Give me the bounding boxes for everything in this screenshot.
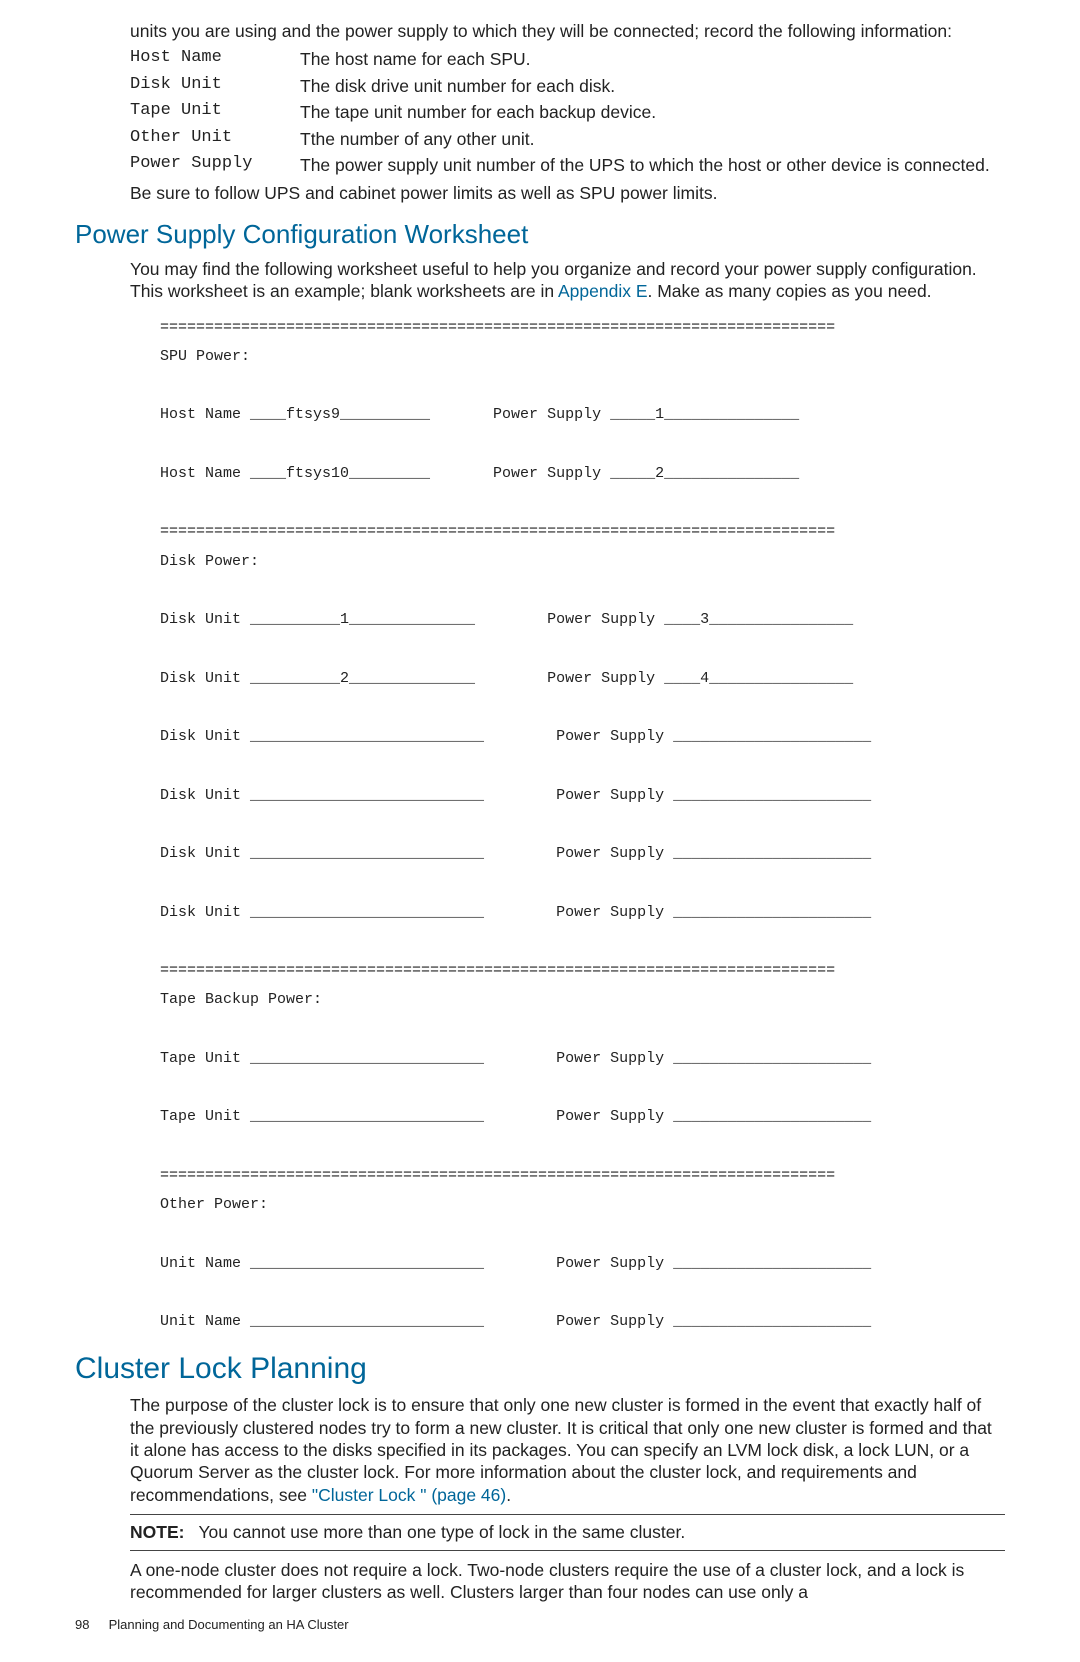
def-row: Host Name The host name for each SPU. — [130, 48, 1005, 70]
def-term-disk-unit: Disk Unit — [130, 75, 300, 97]
cluster-para: The purpose of the cluster lock is to en… — [130, 1394, 1005, 1506]
cluster-tail: A one-node cluster does not require a lo… — [130, 1559, 1005, 1604]
note-text: You cannot use more than one type of loc… — [198, 1522, 685, 1542]
worksheet-intro: You may find the following worksheet use… — [130, 258, 1005, 303]
note-block: NOTE: You cannot use more than one type o… — [130, 1514, 1005, 1550]
heading-worksheet: Power Supply Configuration Worksheet — [75, 219, 1005, 250]
note-label: NOTE: — [130, 1522, 184, 1542]
worksheet-preformatted: ========================================… — [160, 313, 1005, 1337]
def-row: Tape Unit The tape unit number for each … — [130, 101, 1005, 123]
def-desc-power-supply: The power supply unit number of the UPS … — [300, 154, 990, 176]
def-desc-host-name: The host name for each SPU. — [300, 48, 531, 70]
def-term-power-supply: Power Supply — [130, 154, 300, 176]
def-term-tape-unit: Tape Unit — [130, 101, 300, 123]
intro-closing: Be sure to follow UPS and cabinet power … — [130, 182, 1005, 204]
intro-lead: units you are using and the power supply… — [130, 20, 1005, 42]
appendix-link[interactable]: Appendix E — [558, 281, 648, 301]
def-desc-disk-unit: The disk drive unit number for each disk… — [300, 75, 615, 97]
footer-title: Planning and Documenting an HA Cluster — [109, 1617, 349, 1632]
def-term-host-name: Host Name — [130, 48, 300, 70]
cluster-lock-link[interactable]: "Cluster Lock " (page 46) — [312, 1485, 506, 1505]
worksheet-para-after: . Make as many copies as you need. — [648, 281, 932, 301]
def-row: Other Unit Tthe number of any other unit… — [130, 128, 1005, 150]
heading-cluster-lock: Cluster Lock Planning — [75, 1352, 1005, 1386]
def-row: Disk Unit The disk drive unit number for… — [130, 75, 1005, 97]
definition-list: Host Name The host name for each SPU. Di… — [130, 48, 1005, 176]
def-desc-tape-unit: The tape unit number for each backup dev… — [300, 101, 656, 123]
cluster-para-after: . — [506, 1485, 511, 1505]
cluster-para-before: The purpose of the cluster lock is to en… — [130, 1395, 992, 1505]
def-desc-other-unit: Tthe number of any other unit. — [300, 128, 534, 150]
page-footer: 98 Planning and Documenting an HA Cluste… — [75, 1617, 1005, 1632]
def-term-other-unit: Other Unit — [130, 128, 300, 150]
footer-page-number: 98 — [75, 1617, 105, 1632]
def-row: Power Supply The power supply unit numbe… — [130, 154, 1005, 176]
